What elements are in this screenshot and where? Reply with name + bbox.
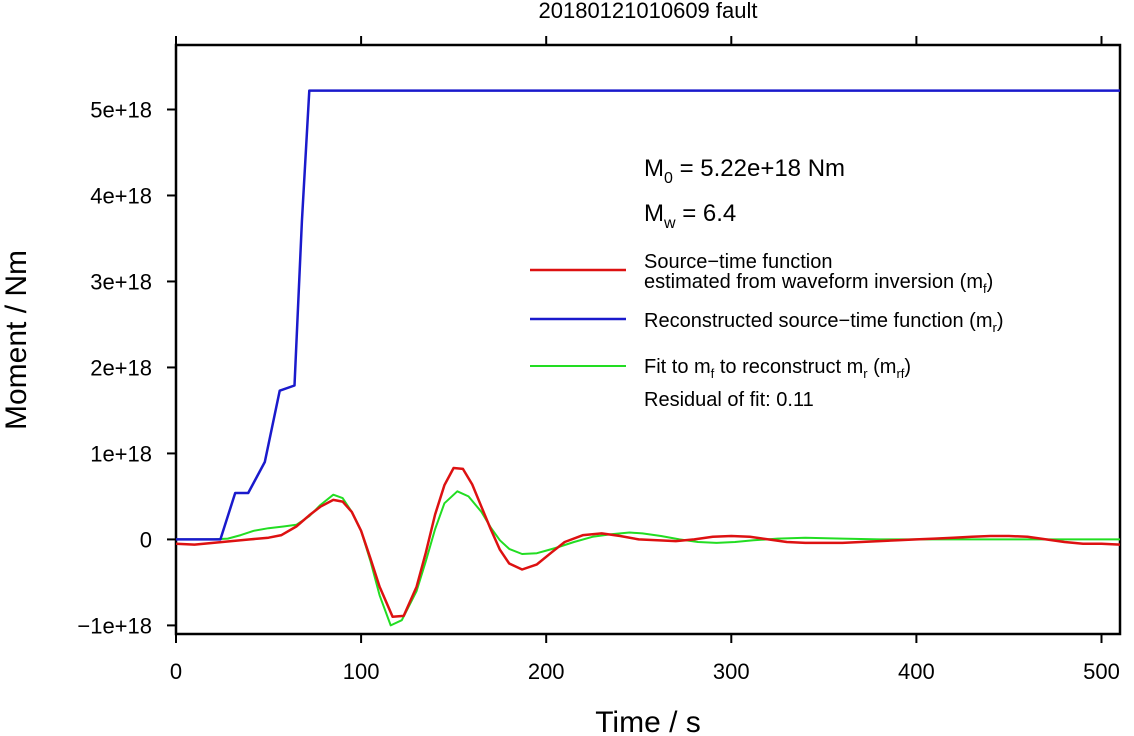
x-tick-label: 400: [898, 659, 935, 684]
m0-prefix: M: [644, 155, 664, 182]
x-tick-label: 0: [170, 659, 182, 684]
x-tick-label: 500: [1083, 659, 1120, 684]
y-tick-label: −1e+18: [77, 613, 152, 638]
legend: Source−time function estimated from wave…: [530, 251, 1004, 411]
series-line-mr: [176, 89, 1120, 541]
legend-mrf-text-b: to reconstruct m: [714, 356, 863, 378]
legend-mrf-sub-b: r: [863, 366, 868, 381]
legend-mrf-text-a: Fit to m: [644, 356, 711, 378]
series-line-mf: [175, 466, 1121, 619]
annotations: M0 = 5.22e+18 Nm Mw = 6.4: [644, 155, 845, 232]
legend-mr-subscript: r: [993, 320, 998, 335]
series-layer: [175, 89, 1121, 627]
m0-subscript: 0: [664, 170, 673, 187]
legend-mf-subscript: f: [983, 281, 987, 296]
series-line-mrf: [176, 490, 1120, 627]
legend-mrf-sub-c: rf: [896, 366, 904, 381]
legend-mrf-sub-a: f: [711, 366, 715, 381]
legend-mr-text: Reconstructed source−time function (m: [644, 310, 993, 332]
y-tick-label: 4e+18: [90, 183, 152, 208]
legend-mf-text: estimated from waveform inversion (m: [644, 271, 983, 293]
legend-mrf-text-c: (m: [868, 356, 897, 378]
residual-annotation: Residual of fit: 0.11: [644, 389, 814, 411]
plot-border: [174, 43, 1122, 636]
x-tick-label: 200: [528, 659, 565, 684]
y-tick-label: 2e+18: [90, 355, 152, 380]
y-tick-label: 0: [140, 527, 152, 552]
y-tick-label: 5e+18: [90, 97, 152, 122]
moment-magnitude-annotation: Mw = 6.4: [644, 200, 736, 232]
legend-label-mrf: Fit to mf to reconstruct mr (mrf): [644, 356, 911, 381]
mw-prefix: M: [644, 200, 664, 227]
seismic-moment-annotation: M0 = 5.22e+18 Nm: [644, 155, 845, 187]
mw-subscript: w: [663, 215, 676, 232]
y-tick-label: 3e+18: [90, 269, 152, 294]
y-axis-label: Moment / Nm: [0, 250, 33, 430]
legend-mr-close: ): [997, 310, 1004, 332]
x-axis-label: Time / s: [595, 706, 701, 736]
legend-mf-close: ): [987, 271, 994, 293]
x-tick-label: 300: [713, 659, 750, 684]
axes: 0 100 200 300 400 500 −1e+18 0 1e+18 2e+18 3e+18 4e…: [77, 36, 1120, 684]
m0-value: = 5.22e+18 Nm: [673, 155, 845, 182]
chart-title: 20180121010609 fault: [539, 0, 758, 23]
legend-label-mf-line2: estimated from waveform inversion (mf): [644, 271, 993, 296]
plot-area: [174, 43, 1122, 636]
legend-label-mf-line1: Source−time function: [644, 251, 832, 273]
x-tick-label: 100: [343, 659, 380, 684]
legend-label-mr: Reconstructed source−time function (mr): [644, 310, 1004, 335]
y-tick-label: 1e+18: [90, 441, 152, 466]
mw-value: = 6.4: [676, 200, 737, 227]
legend-mrf-close: ): [904, 356, 911, 378]
